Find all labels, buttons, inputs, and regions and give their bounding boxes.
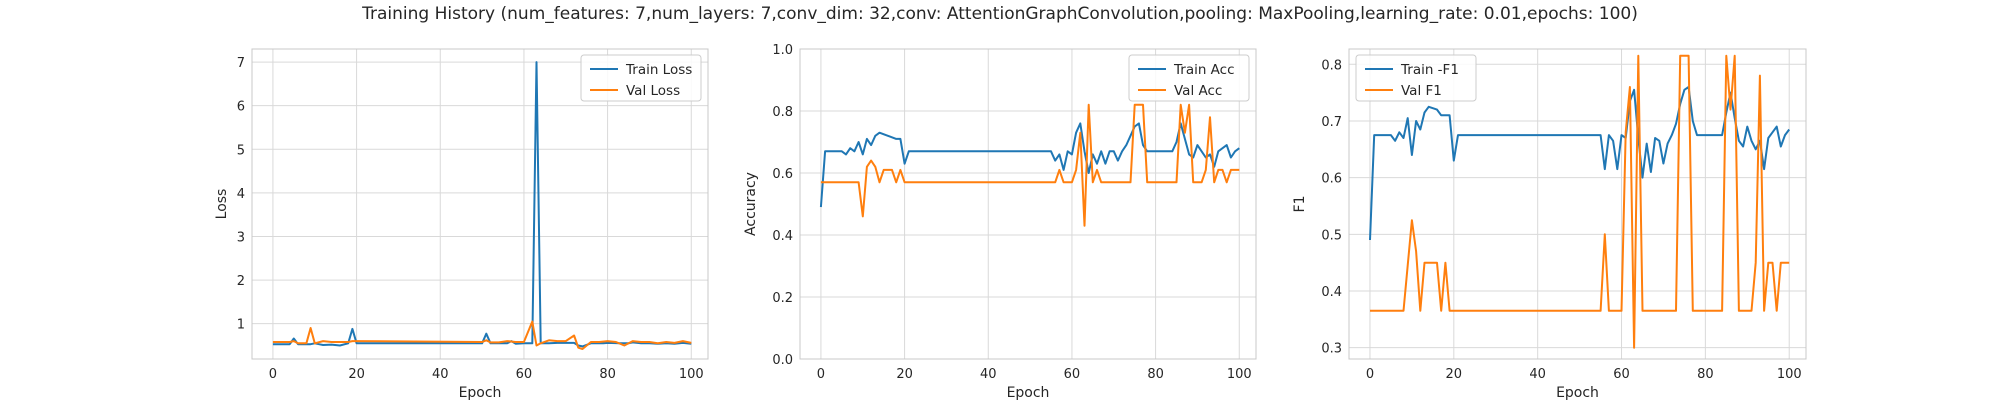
- y-tick-label: 0.6: [1321, 172, 1342, 187]
- legend-label: Val Acc: [1174, 83, 1222, 99]
- y-axis-label: F1: [1292, 196, 1308, 213]
- x-tick-label: 80: [599, 367, 616, 382]
- plot-frame: [1348, 48, 1807, 360]
- y-tick-label: 7: [237, 56, 245, 71]
- legend-label: Val F1: [1401, 83, 1442, 99]
- figure-title: Training History (num_features: 7,num_la…: [362, 4, 1638, 24]
- x-tick-label: 0: [1366, 367, 1374, 382]
- x-tick-label: 100: [1777, 367, 1802, 382]
- y-tick-label: 0.0: [772, 353, 793, 368]
- series-line-val-acc: [820, 103, 1240, 227]
- x-tick-label: 60: [1064, 367, 1081, 382]
- x-tick-label: 60: [1613, 367, 1630, 382]
- y-tick-label: 0.5: [1321, 228, 1342, 243]
- y-tick-label: 4: [237, 187, 245, 202]
- y-tick-label: 0.8: [772, 105, 793, 120]
- y-axis-label: Accuracy: [743, 172, 759, 236]
- plot-frame: [251, 48, 709, 360]
- y-tick-label: 3: [237, 230, 245, 245]
- x-tick-label: 20: [348, 367, 365, 382]
- y-tick-label: 0.4: [1321, 285, 1342, 300]
- x-tick-label: 20: [896, 367, 913, 382]
- series-line-train-f1: [1369, 86, 1790, 241]
- subplot-accuracy: 0 20 40 60 80 100 0.0 0.2 0.4 0.6 0.8 1.0 Epoch Accur…: [743, 43, 1257, 400]
- series-line-val-f1: [1370, 54, 1790, 349]
- subplot-loss: 0 20 40 60 80 100 1 2 3 4 5 6 7 Epoch Loss Train Loss Va…: [214, 48, 709, 400]
- y-tick-label: 0.3: [1321, 342, 1342, 357]
- legend-label: Val Loss: [626, 83, 680, 99]
- y-tick-label: 6: [237, 100, 245, 115]
- x-tick-label: 40: [1529, 367, 1546, 382]
- y-tick-label: 0.6: [772, 167, 793, 182]
- series-line-train-acc: [819, 122, 1240, 208]
- x-tick-label: 100: [679, 367, 704, 382]
- legend: Train Acc Val Acc: [1128, 54, 1250, 102]
- y-axis-label: Loss: [214, 189, 230, 220]
- x-tick-label: 60: [516, 367, 533, 382]
- subplot-f1: 0 20 40 60 80 100 0.3 0.4 0.5 0.6 0.7 0.8 Epoch F1 Tra…: [1292, 48, 1807, 400]
- x-tick-label: 40: [432, 367, 449, 382]
- y-tick-label: 0.4: [772, 229, 793, 244]
- legend: Train Loss Val Loss: [580, 54, 702, 102]
- y-tick-label: 0.7: [1321, 115, 1342, 130]
- series-line-val-loss: [272, 320, 692, 350]
- y-tick-label: 5: [237, 143, 245, 158]
- x-tick-label: 0: [269, 367, 277, 382]
- legend-label: Train -F1: [1400, 62, 1459, 78]
- x-tick-label: 80: [1697, 367, 1714, 382]
- legend: Train -F1 Val F1: [1355, 54, 1477, 102]
- x-tick-label: 80: [1147, 367, 1164, 382]
- y-tick-label: 0.2: [772, 291, 793, 306]
- y-tick-label: 2: [237, 274, 245, 289]
- x-tick-label: 100: [1227, 367, 1252, 382]
- y-tick-label: 1: [237, 318, 245, 333]
- x-axis-label: Epoch: [1556, 385, 1599, 400]
- legend-label: Train Acc: [1173, 62, 1235, 78]
- series-line-train-loss: [272, 61, 692, 348]
- y-tick-label: 1.0: [772, 43, 793, 58]
- x-axis-label: Epoch: [1007, 385, 1050, 400]
- x-tick-label: 40: [980, 367, 997, 382]
- x-tick-label: 0: [817, 367, 825, 382]
- plot-frame: [799, 48, 1257, 360]
- y-tick-label: 0.8: [1321, 58, 1342, 73]
- legend-label: Train Loss: [625, 62, 692, 78]
- x-tick-label: 20: [1446, 367, 1463, 382]
- x-axis-label: Epoch: [459, 385, 502, 400]
